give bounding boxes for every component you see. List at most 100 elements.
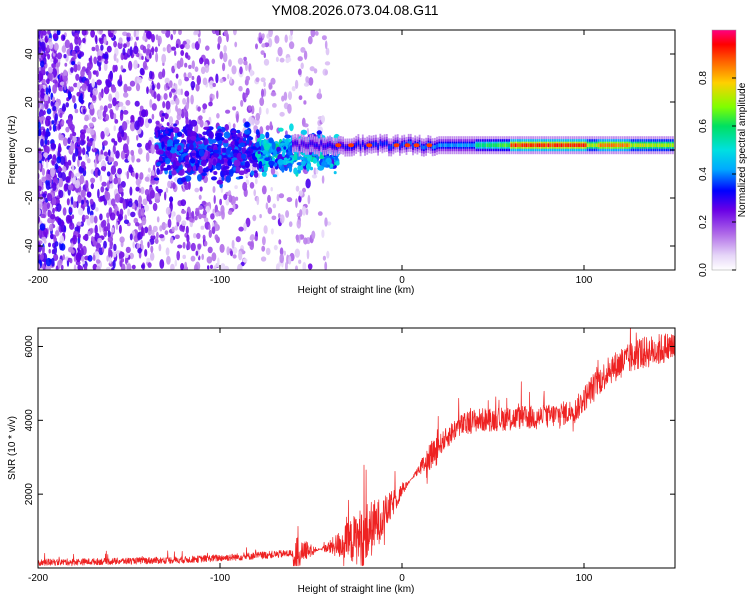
noise-blob [231,65,237,75]
noise-blob [171,65,176,74]
ridge-segment [554,143,556,147]
noise-blob [139,172,144,180]
noise-blob [76,221,82,226]
noise-blob [180,88,183,96]
ridge-segment [632,143,635,147]
band-blob [196,140,203,145]
noise-blob [105,266,111,270]
ridge-segment [425,145,427,149]
noise-blob [101,246,105,253]
noise-blob [208,229,212,238]
noise-blob [321,229,325,238]
y-tick-label: 20 [24,96,35,108]
noise-blob [243,60,248,66]
ridge-segment [423,145,425,150]
band-blob [250,170,255,176]
noise-blob [234,41,238,48]
noise-blob [158,234,165,239]
noise-blob [63,81,67,91]
noise-blob [78,233,81,239]
noise-blob [211,58,216,65]
noise-blob [263,88,267,97]
y-tick-label: 0 [24,147,35,153]
noise-blob [103,199,108,206]
ridge-segment [580,143,583,147]
noise-blob [86,136,90,142]
noise-blob [279,214,285,224]
band-blob [319,154,324,159]
ridge-segment [307,143,310,148]
noise-blob [84,114,89,122]
ridge-segment [645,143,648,147]
noise-blob [103,240,107,249]
noise-blob [151,103,157,111]
noise-blob [136,52,140,58]
noise-blob [307,263,313,270]
noise-blob [164,191,167,201]
noise-blob [278,239,282,245]
noise-blob [158,243,162,252]
noise-blob [201,253,204,260]
noise-blob [123,83,128,94]
noise-blob [119,74,122,82]
ridge-segment [547,143,550,147]
ridge-segment [431,145,434,149]
noise-blob [48,248,51,254]
noise-blob [277,46,283,57]
noise-blob [55,265,59,270]
noise-blob [65,176,71,183]
band-blob [268,160,275,166]
band-blob [203,138,209,146]
band-blob [255,141,260,148]
band-blob [178,155,182,164]
noise-blob [177,244,183,249]
noise-blob [65,214,71,224]
noise-blob [113,125,116,132]
noise-blob [51,257,55,267]
noise-blob [58,189,64,199]
band-blob [213,153,220,158]
noise-blob [140,186,145,195]
noise-blob [235,236,241,243]
noise-blob [166,122,170,127]
band-blob [253,170,258,174]
noise-blob [167,218,172,228]
ridge-segment [654,143,657,147]
noise-blob [72,201,77,209]
noise-blob [262,236,266,246]
noise-blob [52,123,57,132]
band-blob [263,164,269,172]
band-blob [233,159,241,167]
noise-blob [130,114,135,121]
noise-blob [216,90,219,99]
noise-blob [174,234,180,240]
noise-blob [74,36,79,45]
noise-blob [92,87,98,96]
band-blob [161,141,165,150]
noise-blob [214,221,218,232]
noise-blob [219,198,223,206]
band-blob [261,171,267,177]
noise-blob [229,76,233,84]
ridge-segment [643,143,646,147]
ridge-segment [455,143,458,147]
ridge-segment [569,143,572,147]
noise-blob [279,111,285,117]
ridge-segment [669,143,672,147]
ridge-segment [392,143,395,148]
band-blob [171,170,177,176]
ridge-segment [527,143,530,147]
noise-blob [142,60,147,70]
band-blob [202,131,207,136]
noise-blob [39,223,46,231]
noise-blob [168,116,174,125]
noise-blob [174,62,177,71]
noise-blob [174,225,179,231]
noise-blob [149,88,153,94]
noise-blob [111,138,115,143]
noise-blob [135,83,141,92]
band-blob [257,151,261,155]
noise-blob [158,71,164,80]
ridge-segment [434,145,436,149]
noise-blob [40,30,43,39]
